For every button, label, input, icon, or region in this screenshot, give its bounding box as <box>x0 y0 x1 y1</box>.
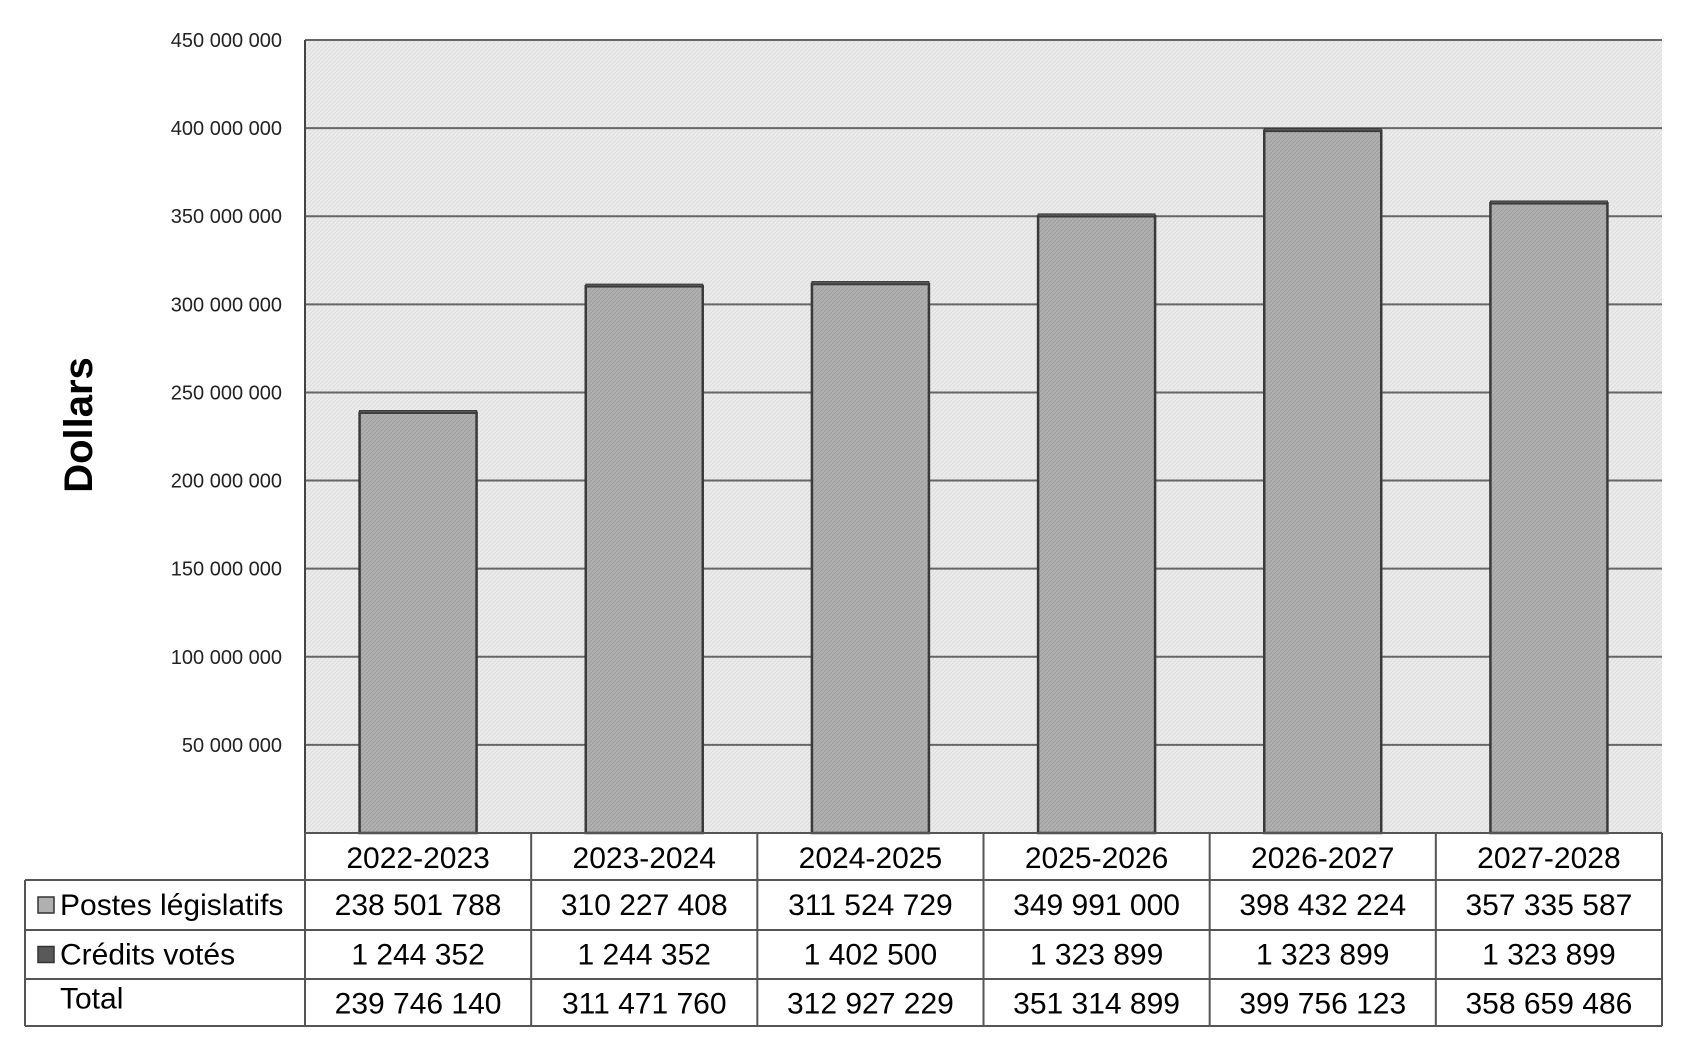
legend-swatch-credits-votes <box>37 945 55 964</box>
bar-postes-legislatifs-2027-2028 <box>1489 202 1609 835</box>
bar-credits-votes-2023-2024 <box>585 283 704 287</box>
total-row-label: Total <box>60 983 123 1016</box>
data-label-total: 399 756 123 <box>1239 988 1406 1021</box>
plot-area <box>305 40 1662 833</box>
y-tick-label: 100 000 000 <box>171 647 282 669</box>
y-tick-label: 400 000 000 <box>171 118 282 140</box>
data-label-postes-legislatifs: 357 335 587 <box>1465 889 1632 922</box>
bar-credits-votes-2022-2023 <box>359 410 478 414</box>
y-tick-label: 50 000 000 <box>182 735 282 757</box>
data-label-total: 239 746 140 <box>335 988 502 1021</box>
data-label-credits-votes: 1 323 899 <box>1482 939 1615 972</box>
bar-postes-legislatifs-2025-2026 <box>1036 214 1157 835</box>
data-label-postes-legislatifs: 238 501 788 <box>335 889 502 922</box>
bar-credits-votes-2026-2027 <box>1263 128 1382 132</box>
data-label-total: 312 927 229 <box>787 988 954 1021</box>
x-tick-label: 2023-2024 <box>573 842 716 875</box>
data-label-credits-votes: 1 402 500 <box>804 939 937 972</box>
legend-label-postes-legislatifs: Postes législatifs <box>60 889 283 922</box>
bar-credits-votes-2025-2026 <box>1037 213 1156 217</box>
bar-postes-legislatifs-2026-2027 <box>1263 129 1383 835</box>
bar-postes-legislatifs-2023-2024 <box>584 285 704 835</box>
y-tick-label: 200 000 000 <box>171 471 282 493</box>
data-label-credits-votes: 1 244 352 <box>578 939 711 972</box>
x-tick-label: 2027-2028 <box>1477 842 1620 875</box>
bar-credits-votes-2027-2028 <box>1489 200 1608 204</box>
y-tick-label: 150 000 000 <box>171 559 282 581</box>
bar-postes-legislatifs-2024-2025 <box>810 282 931 835</box>
y-tick-label: 250 000 000 <box>171 382 282 404</box>
x-tick-label: 2025-2026 <box>1025 842 1168 875</box>
legend-swatch-postes-legislatifs <box>37 896 55 914</box>
data-label-total: 358 659 486 <box>1465 988 1632 1021</box>
data-label-credits-votes: 1 323 899 <box>1030 939 1163 972</box>
x-tick-label: 2026-2027 <box>1251 842 1394 875</box>
data-label-total: 351 314 899 <box>1013 988 1180 1021</box>
data-label-postes-legislatifs: 311 524 729 <box>788 889 953 922</box>
y-tick-label: 350 000 000 <box>171 206 282 228</box>
x-tick-label: 2024-2025 <box>799 842 942 875</box>
legend-label-credits-votes: Crédits votés <box>60 939 235 972</box>
y-tick-label: 450 000 000 <box>171 30 282 52</box>
data-label-postes-legislatifs: 310 227 408 <box>561 889 728 922</box>
x-tick-label: 2022-2023 <box>346 842 489 875</box>
data-label-postes-legislatifs: 349 991 000 <box>1013 889 1180 922</box>
data-label-credits-votes: 1 244 352 <box>351 939 484 972</box>
y-axis-label: Dollars <box>57 357 101 493</box>
y-tick-label: 300 000 000 <box>171 294 282 316</box>
data-label-total: 311 471 760 <box>562 988 727 1021</box>
data-label-postes-legislatifs: 398 432 224 <box>1239 889 1406 922</box>
data-label-credits-votes: 1 323 899 <box>1256 939 1389 972</box>
bar-credits-votes-2024-2025 <box>811 281 930 285</box>
bar-postes-legislatifs-2022-2023 <box>358 411 478 835</box>
